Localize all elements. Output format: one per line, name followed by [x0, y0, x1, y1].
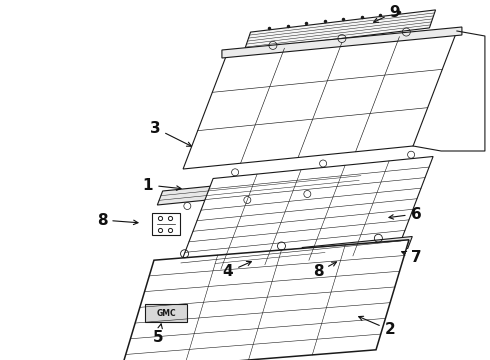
Polygon shape — [298, 237, 412, 260]
Polygon shape — [121, 240, 409, 360]
Polygon shape — [183, 31, 457, 169]
Text: 2: 2 — [359, 316, 395, 338]
Polygon shape — [222, 27, 462, 58]
Text: 1: 1 — [143, 177, 181, 193]
Text: 7: 7 — [402, 251, 421, 266]
Text: 8: 8 — [313, 262, 337, 279]
Polygon shape — [177, 157, 433, 274]
Polygon shape — [157, 171, 363, 205]
Text: 3: 3 — [149, 121, 192, 146]
Polygon shape — [213, 246, 327, 270]
Polygon shape — [152, 213, 180, 235]
Text: 4: 4 — [222, 261, 251, 279]
Text: 9: 9 — [374, 5, 400, 22]
Text: GMC: GMC — [156, 309, 176, 318]
Text: 8: 8 — [97, 212, 138, 228]
Text: 5: 5 — [153, 324, 163, 346]
Text: 6: 6 — [389, 207, 421, 221]
Polygon shape — [145, 304, 187, 322]
Polygon shape — [245, 10, 436, 50]
